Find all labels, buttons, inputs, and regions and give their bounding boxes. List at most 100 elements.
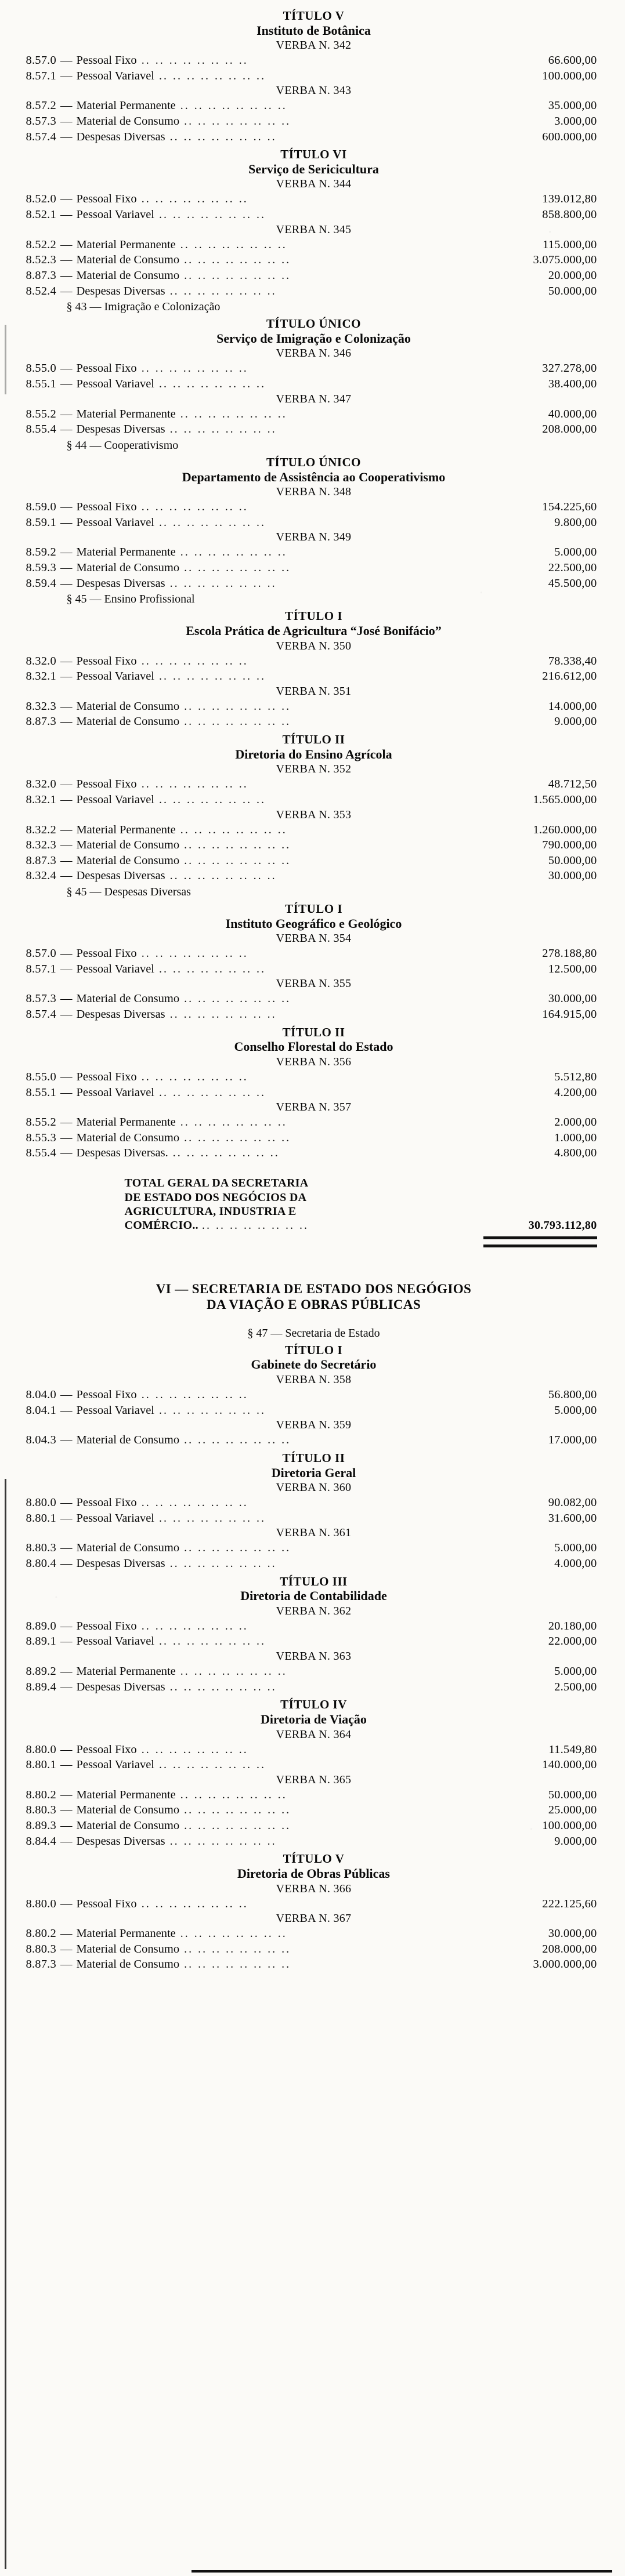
budget-item-row: 8.80.0 — Pessoal Fixo .. .. .. .. .. .. .. … [21,1742,606,1758]
titulo-heading: TÍTULO ÚNICO [266,455,361,470]
item-code: 8.32.1 [26,670,56,683]
item-code: 8.57.3 [26,115,56,128]
item-label: Pessoal Fixo [76,1388,137,1402]
budget-item-row: 8.57.3 — Material de Consumo .. .. .. .. ..… [21,991,606,1007]
item-label: Material Permanente [76,1927,176,1940]
item-value: 115.000,00 [543,238,597,251]
item-dash: — [60,962,73,975]
budget-item-row: 8.52.0 — Pessoal Fixo .. .. .. .. .. .. .. … [21,191,606,207]
item-value: 5.000,00 [554,546,597,559]
item-dash: — [60,992,73,1006]
item-dash: — [60,778,73,791]
budget-item-row: 8.55.4 — Despesas Diversas .. .. .. .. .. .… [21,422,606,437]
titulo-heading: TÍTULO ÚNICO [266,317,361,331]
item-code: 8.04.1 [26,1403,56,1417]
item-label: Despesas Diversas [76,1834,165,1848]
budget-item-row: 8.52.2 — Material Permanente .. .. .. .. ..… [21,237,606,253]
leader-dots: .. .. .. .. .. .. .. .. [159,69,266,82]
orgao-heading: Diretoria de Contabilidade [240,1588,387,1603]
leader-dots: .. .. .. .. .. .. .. .. [180,546,287,559]
item-code: 8.32.4 [26,869,56,883]
item-dash: — [60,1665,73,1678]
item-code: 8.32.3 [26,699,56,713]
verba-heading: VERBA N. 365 [276,1773,352,1786]
verba-heading: VERBA N. 351 [276,684,352,698]
budget-item-row: 8.55.4 — Despesas Diversas. .. .. .. .. .. … [21,1145,606,1161]
item-value: 216.612,00 [542,670,597,683]
leader-dots: .. .. .. .. .. .. .. .. [169,576,277,590]
total-double-rule [483,1236,597,1247]
item-dash: — [60,1834,73,1848]
item-label: Pessoal Variavel [76,1635,155,1648]
leader-dots: .. .. .. .. .. .. .. .. [169,1834,277,1848]
item-label: Pessoal Fixo [76,54,137,67]
leader-dots: .. .. .. .. .. .. .. .. [169,284,277,297]
verba-heading: VERBA N. 361 [276,1526,352,1540]
verba-heading: VERBA N. 358 [276,1373,352,1387]
verba-heading: VERBA N. 353 [276,808,352,821]
item-dash: — [60,1388,73,1402]
leader-dots: .. .. .. .. .. .. .. .. [141,362,248,375]
budget-item-row: 8.80.3 — Material de Consumo .. .. .. .. ..… [21,1942,606,1957]
item-value: 20.180,00 [548,1619,597,1632]
item-label: Material de Consumo [76,115,180,128]
orgao-heading: Gabinete do Secretário [251,1357,377,1372]
item-dash: — [60,1146,73,1160]
item-label: Material Permanente [76,1788,176,1801]
item-value: 5.000,00 [554,1403,597,1417]
budget-item-row: 8.80.0 — Pessoal Fixo .. .. .. .. .. .. .. … [21,1495,606,1511]
budget-item-row: 8.04.1 — Pessoal Variavel .. .. .. .. .. ..… [21,1403,606,1418]
leader-dots: .. .. .. .. .. .. .. .. [169,1557,277,1570]
item-dash: — [60,500,73,514]
leader-dots: .. .. .. .. .. .. .. .. [159,208,266,222]
verba-heading: VERBA N. 355 [276,977,352,991]
item-label: Material de Consumo [76,854,180,867]
item-dash: — [60,1086,73,1099]
secretaria-heading: VI — SECRETARIA DE ESTADO DOS NEGÓGIOS D… [21,1281,606,1312]
item-dash: — [60,670,73,683]
item-code: 8.04.3 [26,1434,56,1447]
verba-heading: VERBA N. 363 [276,1650,352,1663]
item-value: 3.000,00 [554,115,597,128]
item-label: Material de Consumo [76,1958,180,1971]
item-code: 8.55.2 [26,407,56,420]
verba-heading: VERBA N. 350 [276,639,352,652]
item-value: 208.000,00 [542,423,597,436]
budget-item-row: 8.52.4 — Despesas Diversas .. .. .. .. .. .… [21,284,606,299]
verba-heading: VERBA N. 348 [276,485,352,499]
total-label-1: TOTAL GERAL DA SECRETARIA [124,1177,309,1190]
item-dash: — [60,407,73,420]
leader-dots: .. .. .. .. .. .. .. .. [159,516,266,529]
leader-dots: .. .. .. .. .. .. .. .. [184,699,291,713]
leader-dots: .. .. .. .. .. .. .. .. [159,1511,266,1525]
item-dash: — [60,1758,73,1772]
leader-dots: .. .. .. .. .. .. .. .. [159,962,266,975]
item-dash: — [60,1116,73,1129]
item-code: 8.59.0 [26,500,56,514]
item-code: 8.59.2 [26,546,56,559]
leader-dots: .. .. .. .. .. .. .. .. [169,423,277,436]
verba-heading: VERBA N. 360 [276,1481,352,1494]
verba-heading: VERBA N. 346 [276,347,352,360]
titulo-heading: TÍTULO II [282,1450,345,1465]
item-label: Pessoal Variavel [76,962,155,975]
total-line-4: COMÉRCIO.. .. .. .. .. .. .. .. .. 30.79… [125,1218,606,1232]
item-code: 8.80.2 [26,1927,56,1940]
titulo-heading: TÍTULO IV [280,1697,347,1712]
total-value: 30.793.112,80 [528,1219,597,1232]
item-code: 8.57.1 [26,962,56,975]
item-dash: — [60,947,73,960]
item-code: 8.52.0 [26,193,56,206]
item-dash: — [60,423,73,436]
budget-item-row: 8.57.0 — Pessoal Fixo .. .. .. .. .. .. .. … [21,946,606,962]
item-value: 9.000,00 [554,1834,597,1848]
budget-item-row: 8.59.3 — Material de Consumo .. .. .. .. ..… [21,560,606,576]
total-label-3: AGRICULTURA, INDUSTRIA E [124,1204,297,1218]
item-code: 8.57.0 [26,54,56,67]
item-code: 8.32.3 [26,839,56,852]
budget-item-row: 8.59.1 — Pessoal Variavel .. .. .. .. .. ..… [21,515,606,531]
item-code: 8.55.2 [26,1116,56,1129]
leader-dots: .. .. .. .. .. .. .. .. [141,947,248,960]
leader-dots: .. .. .. .. .. .. .. .. [159,670,266,683]
item-label: Material de Consumo [76,1434,180,1447]
